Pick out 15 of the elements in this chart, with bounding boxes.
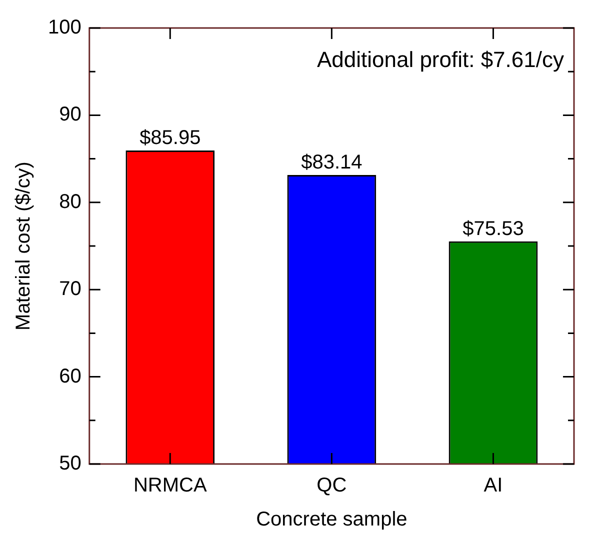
data-label: $83.14 — [301, 152, 362, 174]
y-tick-label: 50 — [59, 452, 82, 475]
y-tick-label: 80 — [59, 190, 82, 213]
x-axis-title: Concrete sample — [256, 508, 408, 531]
x-tick-label: NRMCA — [133, 474, 208, 497]
y-tick-label: 90 — [59, 104, 82, 126]
data-label: $85.95 — [140, 127, 201, 150]
y-axis-title: Material cost ($/cy) — [12, 162, 35, 330]
x-tick-label: AI — [484, 474, 503, 497]
x-tick-label: QC — [316, 474, 347, 497]
y-tick-label: 60 — [59, 365, 82, 388]
y-tick-label: 100 — [48, 16, 82, 39]
annotation: Additional profit: $7.61/cy — [316, 47, 564, 72]
data-label: $75.53 — [462, 218, 524, 240]
y-tick-label: 70 — [59, 278, 82, 300]
